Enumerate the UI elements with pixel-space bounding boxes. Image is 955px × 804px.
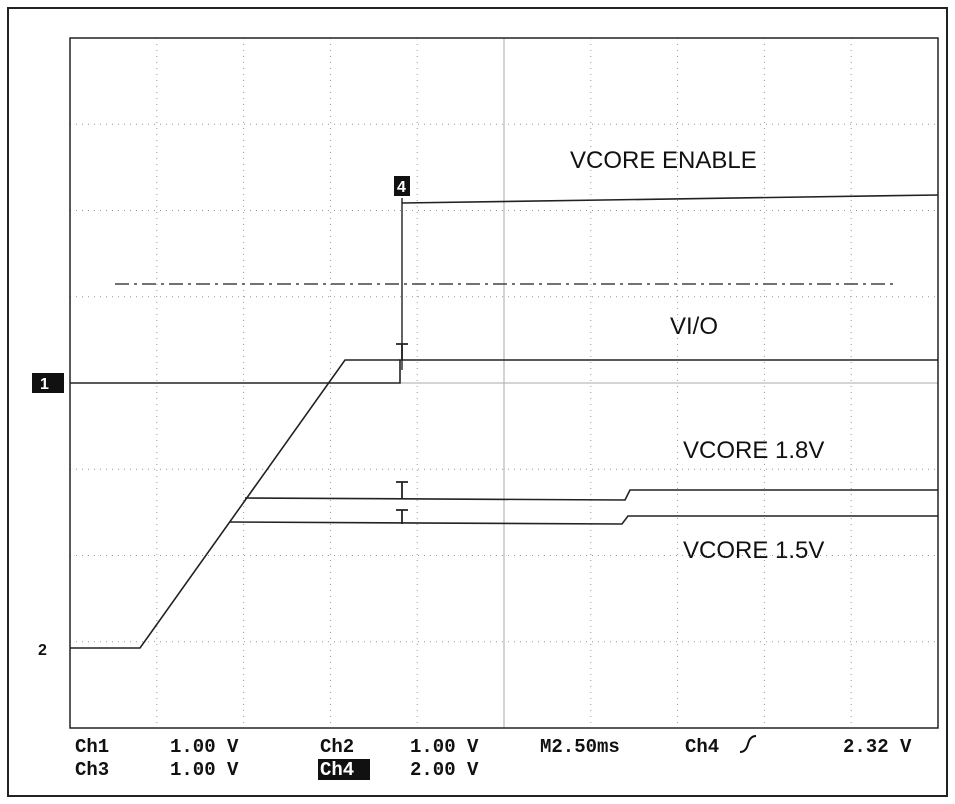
marker-box <box>32 373 64 393</box>
readout: Ch2 <box>320 736 354 758</box>
readout: 1.00 V <box>170 759 239 781</box>
trace-label: VI/O <box>670 313 718 340</box>
readout: 2.32 V <box>843 736 912 758</box>
frame <box>7 7 948 797</box>
cursor-marks <box>396 343 408 524</box>
trace-label: VCORE 1.8V <box>683 437 824 464</box>
readout: 1.00 V <box>170 736 239 758</box>
readout-highlight <box>318 759 370 780</box>
channel-marker: 2 <box>38 642 47 659</box>
trace-1v5 <box>229 515 938 525</box>
trigger-slope <box>739 735 757 753</box>
marker-box <box>394 176 410 196</box>
trace-ch4 <box>401 194 939 204</box>
trace-label: VCORE 1.5V <box>683 537 824 564</box>
readout: Ch1 <box>75 736 109 758</box>
readout: M2.50ms <box>540 736 620 758</box>
channel-marker: 1 <box>40 376 49 393</box>
trace-1v8 <box>244 489 938 501</box>
trace-ch1 <box>70 359 938 384</box>
readout: 1.00 V <box>410 736 479 758</box>
trace-ramp <box>70 359 400 649</box>
readout: Ch4 <box>320 759 354 781</box>
readout: Ch3 <box>75 759 109 781</box>
readout: Ch4 <box>685 736 719 758</box>
trace-label: VCORE ENABLE <box>570 147 757 174</box>
channel-marker: 4 <box>397 179 406 196</box>
readout: 2.00 V <box>410 759 479 781</box>
